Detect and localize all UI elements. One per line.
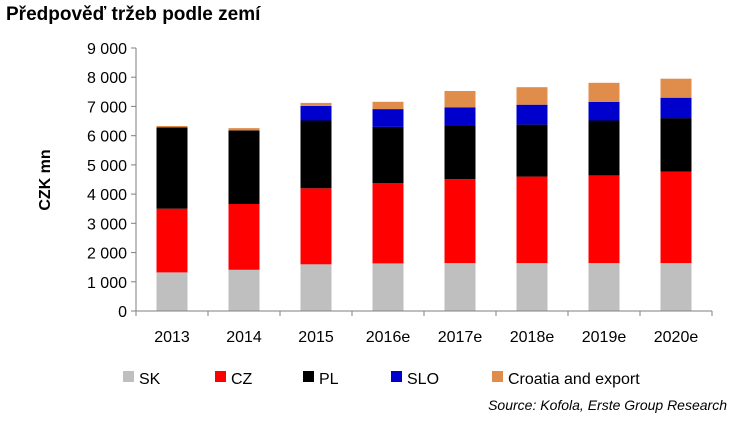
legend-swatch-pl xyxy=(303,371,314,382)
bar-cz-2013 xyxy=(156,208,188,273)
y-tick-label: 3 000 xyxy=(87,216,127,233)
bar-croatia-and-export-2019e xyxy=(588,82,620,102)
bar-slo-2018e xyxy=(516,104,548,125)
bar-sk-2019e xyxy=(588,263,620,311)
y-tick-label: 9 000 xyxy=(87,41,127,58)
bar-pl-2020e xyxy=(660,118,692,172)
x-tick-label: 2016e xyxy=(366,329,411,346)
y-tick-label: 4 000 xyxy=(87,187,127,204)
bar-cz-2020e xyxy=(660,171,692,264)
x-tick-label: 2014 xyxy=(226,329,262,346)
y-tick-label: 5 000 xyxy=(87,158,127,175)
bar-sk-2017e xyxy=(444,263,476,311)
x-tick-label: 2020e xyxy=(654,329,699,346)
bar-pl-2017e xyxy=(444,126,476,180)
bar-pl-2015 xyxy=(300,120,332,189)
bar-cz-2018e xyxy=(516,176,548,264)
y-tick-label: 1 000 xyxy=(87,275,127,292)
bar-pl-2018e xyxy=(516,124,548,177)
legend-swatch-croatia-and-export xyxy=(492,371,503,382)
bar-croatia-and-export-2020e xyxy=(660,78,692,98)
y-tick-label: 8 000 xyxy=(87,70,127,87)
legend-swatch-cz xyxy=(215,371,226,382)
bar-slo-2017e xyxy=(444,107,476,126)
bar-pl-2019e xyxy=(588,120,620,176)
bar-sk-2015 xyxy=(300,264,332,311)
source-note: Source: Kofola, Erste Group Research xyxy=(488,397,727,413)
bar-cz-2017e xyxy=(444,179,476,264)
chart-title: Předpověď tržeb podle zemí xyxy=(6,4,261,25)
bar-slo-2015 xyxy=(300,105,332,121)
legend-label-croatia-and-export: Croatia and export xyxy=(508,371,640,388)
bar-sk-2018e xyxy=(516,263,548,311)
bar-croatia-and-export-2014 xyxy=(228,128,260,131)
bar-cz-2014 xyxy=(228,204,260,270)
bar-croatia-and-export-2013 xyxy=(156,126,188,128)
axes-layer: 2013 2014 2015 2016e 2017e 2018e 2019e 2020e 0 1 … xyxy=(87,41,713,346)
bar-croatia-and-export-2015 xyxy=(300,102,332,106)
y-axis-label: CZK mn xyxy=(37,149,54,210)
bar-sk-2013 xyxy=(156,272,188,311)
bar-pl-2014 xyxy=(228,130,260,204)
bar-sk-2020e xyxy=(660,263,692,311)
bar-sk-2016e xyxy=(372,263,404,311)
y-tick-label: 2 000 xyxy=(87,246,127,263)
bar-sk-2014 xyxy=(228,269,260,311)
x-tick-label: 2017e xyxy=(438,329,483,346)
legend-label-sk: SK xyxy=(139,371,161,388)
x-tick-label: 2015 xyxy=(298,329,334,346)
legend-swatch-slo xyxy=(391,371,402,382)
bar-cz-2016e xyxy=(372,183,404,264)
bar-cz-2015 xyxy=(300,188,332,265)
bar-slo-2020e xyxy=(660,97,692,119)
bar-croatia-and-export-2017e xyxy=(444,91,476,108)
legend-label-slo: SLO xyxy=(407,371,439,388)
bar-pl-2013 xyxy=(156,127,188,209)
x-tick-label: 2013 xyxy=(154,329,190,346)
legend-label-cz: CZ xyxy=(231,371,253,388)
x-tick-label: 2018e xyxy=(510,329,555,346)
y-tick-label: 7 000 xyxy=(87,99,127,116)
legend-label-pl: PL xyxy=(319,371,339,388)
bar-croatia-and-export-2018e xyxy=(516,87,548,105)
bar-slo-2019e xyxy=(588,101,620,121)
legend-swatch-sk xyxy=(123,371,134,382)
legend: SK CZ PL SLO Croatia and export xyxy=(123,371,640,388)
x-tick-label: 2019e xyxy=(582,329,627,346)
bar-croatia-and-export-2016e xyxy=(372,101,404,110)
bar-slo-2016e xyxy=(372,109,404,127)
y-tick-label: 6 000 xyxy=(87,129,127,146)
bar-pl-2016e xyxy=(372,126,404,183)
bar-cz-2019e xyxy=(588,175,620,264)
y-tick-label: 0 xyxy=(118,304,127,321)
bars-layer xyxy=(156,78,692,311)
